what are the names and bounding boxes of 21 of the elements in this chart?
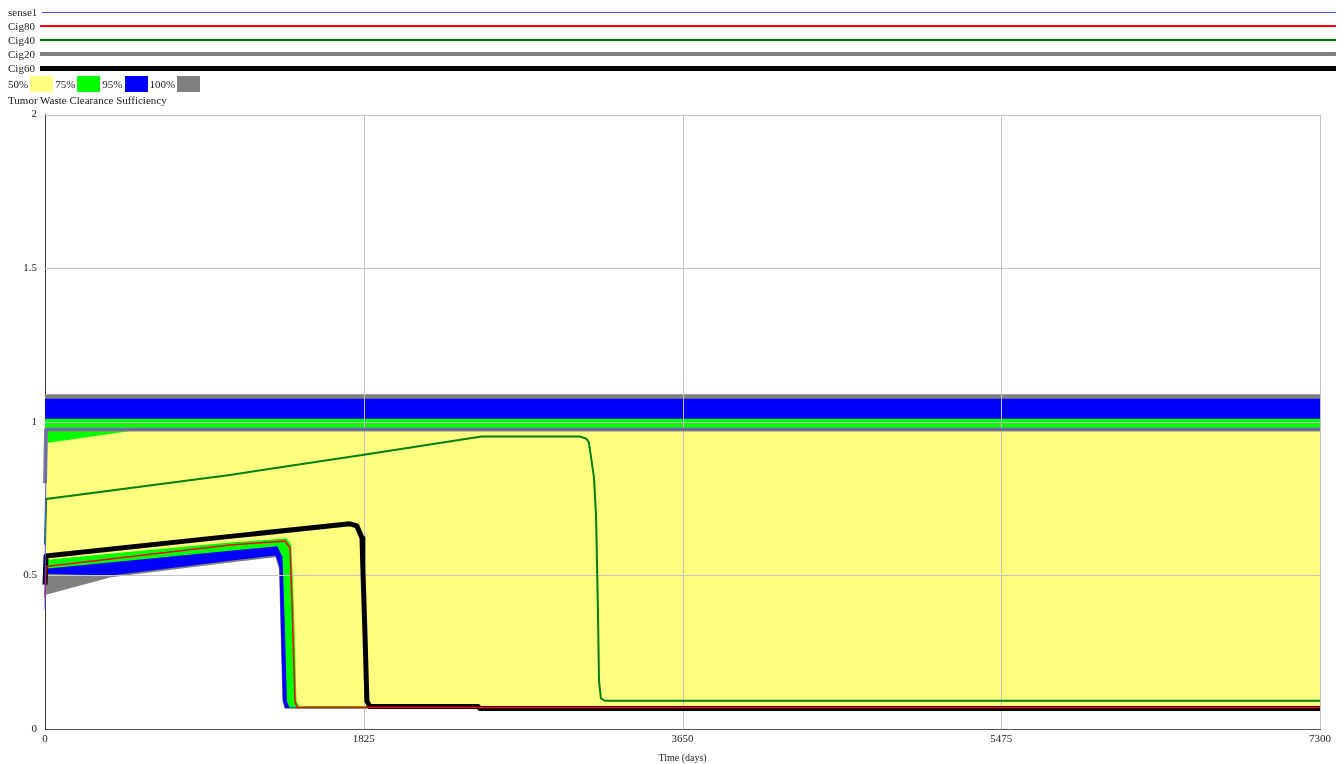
legend-label: Cig40 xyxy=(8,33,35,47)
legend-label: 50% xyxy=(8,77,29,90)
x-tick-label: 7300 xyxy=(1309,732,1332,745)
x-tick-label: 0 xyxy=(42,732,49,745)
legend-label: 75% xyxy=(55,77,76,90)
x-tick-label: 1825 xyxy=(352,732,376,745)
y-tick-label: 1.5 xyxy=(23,261,38,274)
legend-label: 100% xyxy=(149,77,176,90)
y-tick-label: 0 xyxy=(31,721,38,734)
x-tick-label: 3650 xyxy=(671,732,694,745)
legend-label: 95% xyxy=(102,77,123,90)
x-tick-label: 5475 xyxy=(990,732,1013,745)
y-tick-label: 2 xyxy=(31,107,37,120)
y-tick-label: 0.5 xyxy=(23,568,38,581)
y-tick-label: 1 xyxy=(31,414,37,427)
y-axis-title: Tumor Waste Clearance Sufficiency xyxy=(7,93,168,108)
x-axis-title: Time (days) xyxy=(658,751,707,764)
legend-label: Cig20 xyxy=(8,47,35,61)
legend-label: Cig60 xyxy=(8,61,35,75)
legend-label: Cig80 xyxy=(8,19,35,33)
legend-label: sense1 xyxy=(8,5,38,19)
